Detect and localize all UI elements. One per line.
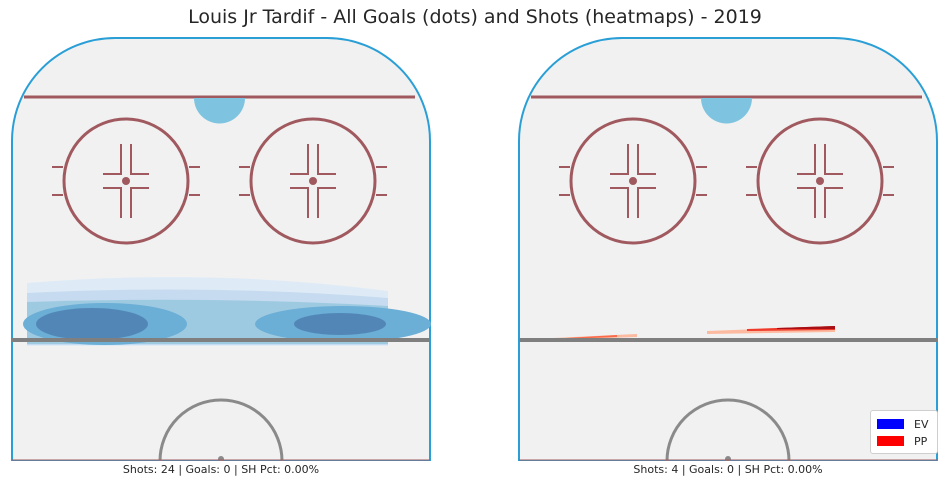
shot-heatmap-ev [23, 277, 431, 346]
legend-item-ev: EV [877, 417, 928, 431]
legend: EV PP [870, 410, 938, 454]
rink-ice [518, 37, 938, 461]
chart-title: Louis Jr Tardif - All Goals (dots) and S… [188, 6, 762, 28]
rink-ice [11, 37, 431, 461]
goal-crease [701, 98, 752, 124]
legend-label-ev: EV [914, 417, 929, 431]
faceoff-circle-right [746, 117, 894, 245]
caption-left-stats: Shots: 24 | Goals: 0 | SH Pct: 0.00% [122, 463, 320, 476]
faceoff-circle-right [239, 117, 387, 245]
center-circle [158, 398, 284, 461]
legend-label-pp: PP [914, 434, 928, 448]
faceoff-circle-left [559, 117, 707, 245]
rink-right-panel [518, 37, 938, 461]
center-circle [665, 398, 791, 461]
legend-item-pp: PP [877, 434, 927, 448]
caption-right-stats: Shots: 4 | Goals: 0 | SH Pct: 0.00% [633, 463, 823, 476]
faceoff-circle-left [52, 117, 200, 245]
goal-crease [194, 98, 245, 124]
legend-swatch-ev [877, 419, 904, 429]
rink-left-panel [11, 37, 431, 461]
legend-swatch-pp [877, 436, 904, 446]
